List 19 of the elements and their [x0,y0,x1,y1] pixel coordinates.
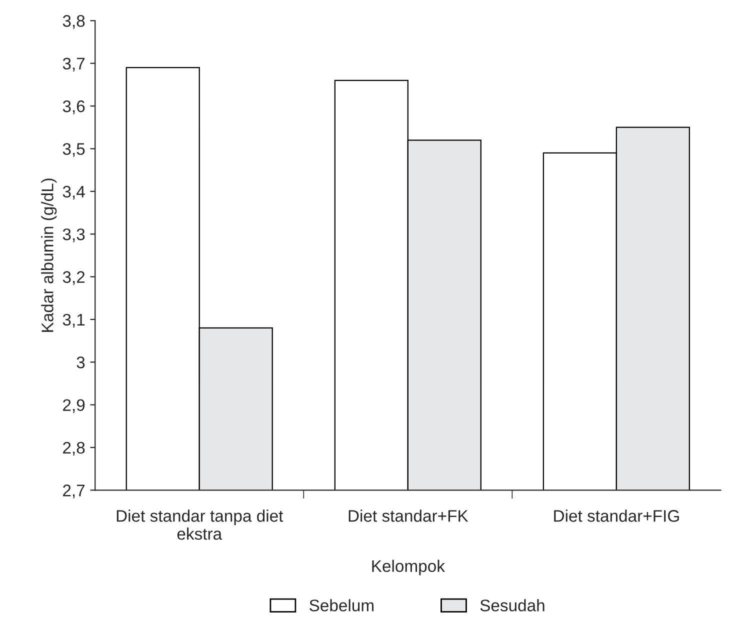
y-tick-label: 3,1 [62,314,85,328]
y-tick-label: 3,7 [62,58,85,72]
y-axis-title: Kadar albumin (g/dL) [41,178,57,332]
y-tick-label: 2,9 [63,399,85,413]
y-tick-label: 3,5 [62,143,85,157]
x-tick-label: Diet standar tanpa diet ekstra [116,510,284,540]
y-tick-label: 3,2 [62,271,85,285]
x-tick-label: Diet standar+FIG [554,510,679,522]
x-tick-label: Diet standar+FK [348,510,468,522]
legend-label: Sebelum [310,599,374,612]
x-axis-title: Kelompok [372,560,445,576]
y-tick-label: 3,3 [62,228,85,242]
y-tick-label: 3,4 [62,186,85,200]
y-tick-label: 3,8 [62,15,85,29]
y-tick-label: 3 [76,356,85,368]
y-tick-label: 2,8 [63,442,85,456]
y-tick-label: 3,6 [62,100,85,114]
legend-label: Sesudah [480,599,544,612]
y-tick-label: 2,7 [63,484,85,498]
